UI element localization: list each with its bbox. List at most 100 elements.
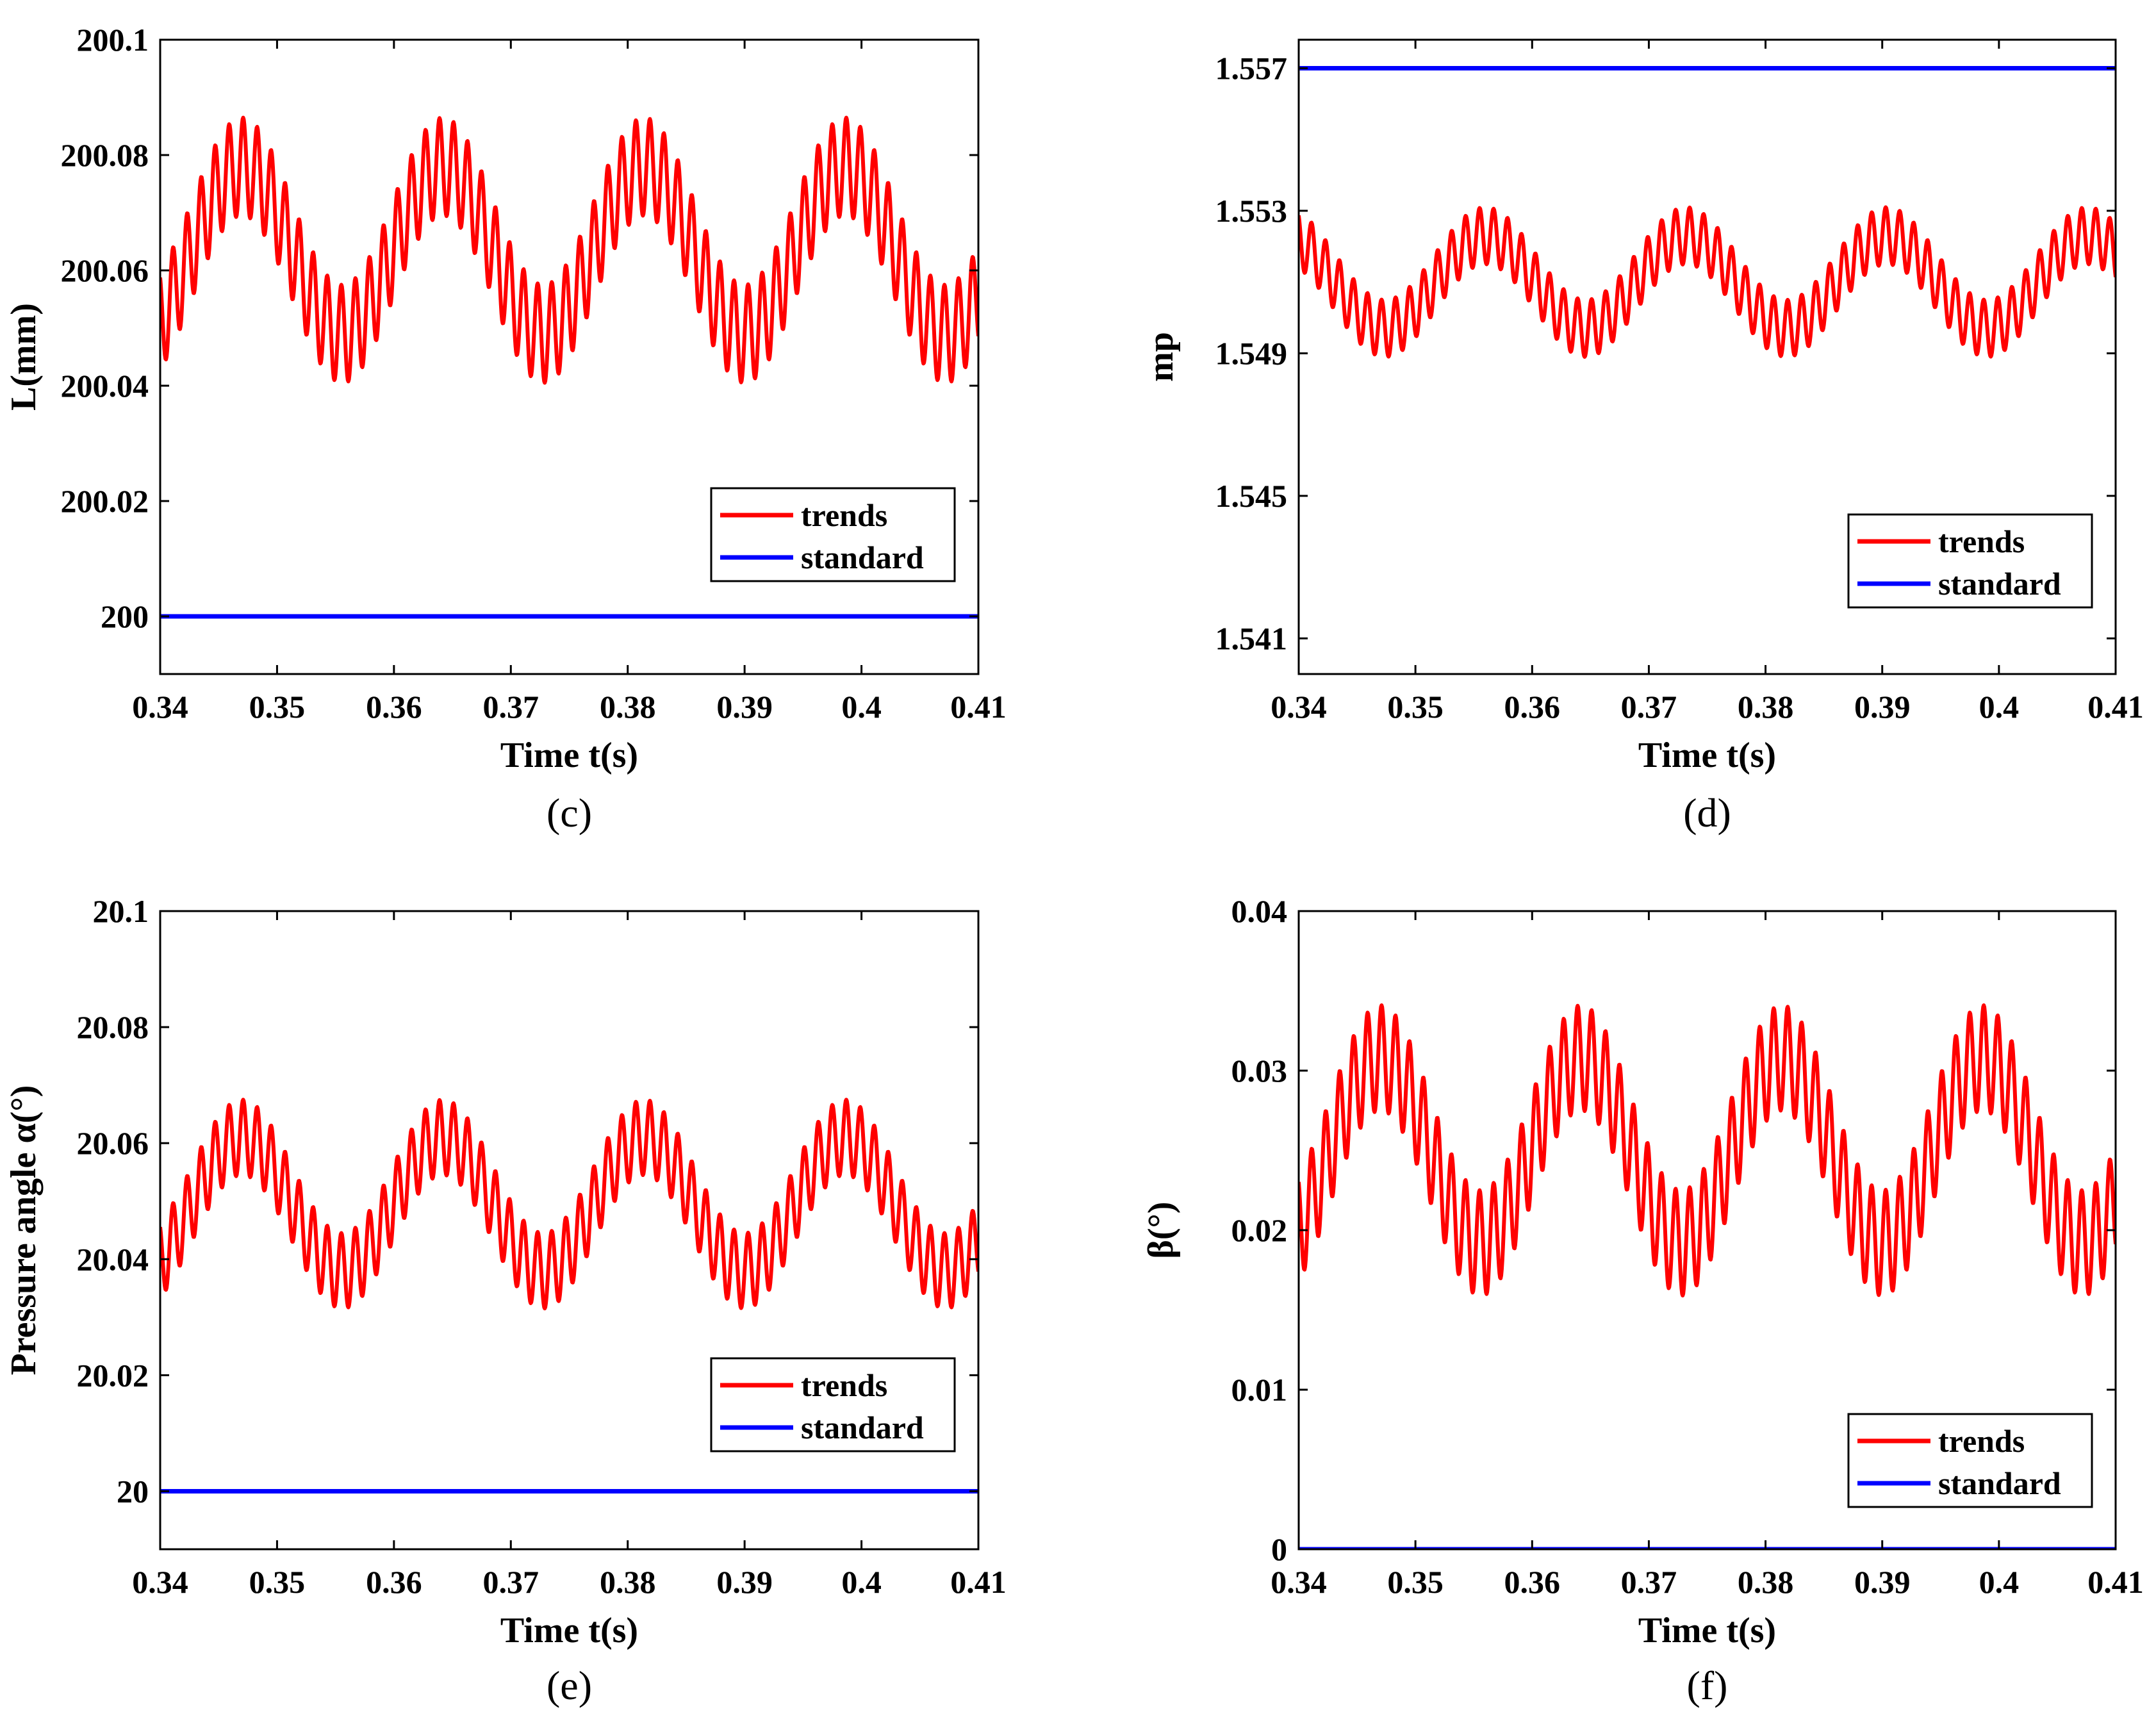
x-tick-label: 0.37 xyxy=(483,1564,539,1600)
y-axis-label: Pressure angle α(°) xyxy=(4,1085,44,1376)
legend-label-trends: trends xyxy=(1938,523,2025,559)
series-group xyxy=(1299,1003,2116,1549)
y-tick-label: 0.02 xyxy=(1231,1212,1288,1248)
y-axis-label: L(mm) xyxy=(4,303,44,411)
x-tick-label: 0.34 xyxy=(132,689,188,725)
legend-label-standard: standard xyxy=(801,1410,924,1445)
legend-label-trends: trends xyxy=(801,497,887,533)
x-tick-label: 0.39 xyxy=(716,1564,773,1600)
x-tick-label: 0.35 xyxy=(249,689,306,725)
x-tick-label: 0.35 xyxy=(1387,1564,1444,1600)
y-tick-label: 200.1 xyxy=(77,22,149,58)
y-tick-label: 20.02 xyxy=(77,1357,149,1393)
series-line-trends xyxy=(160,115,978,385)
y-tick-label: 200.04 xyxy=(61,368,149,404)
x-tick-label: 0.41 xyxy=(950,689,1007,725)
x-tick-label: 0.4 xyxy=(841,689,882,725)
y-tick-label: 1.549 xyxy=(1215,335,1288,371)
y-tick-label: 20.1 xyxy=(93,893,149,929)
x-axis-label: Time t(s) xyxy=(500,1611,638,1650)
legend-label-standard: standard xyxy=(801,539,924,575)
legend-box xyxy=(1847,513,2093,609)
y-tick-label: 1.541 xyxy=(1215,620,1288,656)
x-tick-label: 0.38 xyxy=(1738,689,1794,725)
legend-label-standard: standard xyxy=(1938,1465,2061,1501)
y-tick-label: 200.08 xyxy=(61,137,149,173)
y-tick-label: 20.08 xyxy=(77,1009,149,1045)
series-group xyxy=(160,115,978,619)
x-tick-label: 0.36 xyxy=(1504,1564,1561,1600)
legend-box xyxy=(1847,1413,2093,1508)
x-tick-label: 0.34 xyxy=(132,1564,188,1600)
x-tick-label: 0.4 xyxy=(1979,1564,2020,1600)
x-tick-label: 0.37 xyxy=(1621,689,1677,725)
y-tick-label: 0 xyxy=(1271,1531,1287,1567)
x-tick-label: 0.36 xyxy=(366,689,422,725)
series-line-trends xyxy=(1299,205,2116,359)
panels: 0.34 0.35 0.36 0.37 0.38 0.39 0.4 0.41200200.02… xyxy=(4,22,2144,1708)
x-tick-label: 0.38 xyxy=(600,1564,656,1600)
y-tick-label: 20 xyxy=(117,1473,149,1509)
x-tick-label: 0.39 xyxy=(716,689,773,725)
y-tick-label: 1.545 xyxy=(1215,478,1288,514)
y-tick-label: 20.06 xyxy=(77,1125,149,1161)
axes-box xyxy=(1297,38,2117,675)
axes-box xyxy=(159,910,980,1551)
y-tick-label: 200.06 xyxy=(61,252,149,288)
x-tick-label: 0.34 xyxy=(1271,689,1327,725)
x-tick-label: 0.4 xyxy=(841,1564,882,1600)
x-tick-label: 0.36 xyxy=(366,1564,422,1600)
x-tick-label: 0.39 xyxy=(1854,1564,1911,1600)
x-axis-label: Time t(s) xyxy=(500,736,638,775)
x-tick-label: 0.38 xyxy=(600,689,656,725)
x-tick-label: 0.34 xyxy=(1271,1564,1327,1600)
series-group xyxy=(1299,65,2116,359)
y-tick-label: 0.01 xyxy=(1231,1372,1288,1408)
x-tick-label: 0.4 xyxy=(1979,689,2020,725)
y-axis-label: β(°) xyxy=(1141,1201,1181,1258)
series-line-trends xyxy=(160,1098,978,1311)
x-tick-label: 0.35 xyxy=(249,1564,306,1600)
x-tick-label: 0.36 xyxy=(1504,689,1561,725)
panel-c: 0.34 0.35 0.36 0.37 0.38 0.39 0.4 0.41 200 200.02… xyxy=(4,22,1007,835)
series-line-trends xyxy=(1299,1003,2116,1297)
legend-label-trends: trends xyxy=(1938,1423,2025,1459)
panel-e: 0.34 0.35 0.36 0.37 0.38 0.39 0.4 0.41 20 20.02 20… xyxy=(4,893,1007,1708)
y-tick-label: 200 xyxy=(101,598,149,634)
legend: trends standard xyxy=(1847,1413,2093,1508)
y-tick-label: 1.553 xyxy=(1215,193,1288,229)
legend-box xyxy=(710,1357,956,1452)
legend: trends standard xyxy=(710,1357,956,1452)
legend: trends standard xyxy=(710,487,956,582)
y-tick-label: 20.04 xyxy=(77,1241,149,1277)
x-tick-label: 0.41 xyxy=(2087,1564,2144,1600)
y-tick-label: 0.03 xyxy=(1231,1053,1288,1089)
legend-box xyxy=(710,487,956,582)
legend-label-standard: standard xyxy=(1938,566,2061,602)
x-axis-label: Time t(s) xyxy=(1638,736,1776,775)
legend: trends standard xyxy=(1847,513,2093,609)
x-tick-label: 0.37 xyxy=(1621,1564,1677,1600)
x-tick-label: 0.38 xyxy=(1738,1564,1794,1600)
x-tick-label: 0.41 xyxy=(2087,689,2144,725)
y-tick-label: 200.02 xyxy=(61,483,149,519)
panel-caption: (e) xyxy=(547,1663,592,1708)
y-tick-label: 1.557 xyxy=(1215,50,1288,86)
x-tick-label: 0.39 xyxy=(1854,689,1911,725)
panel-caption: (f) xyxy=(1687,1663,1728,1708)
legend-label-trends: trends xyxy=(801,1367,887,1403)
axes-box xyxy=(159,38,980,675)
y-tick-label: 0.04 xyxy=(1231,893,1288,929)
x-tick-label: 0.41 xyxy=(950,1564,1007,1600)
panel-f: 0.34 0.35 0.36 0.37 0.38 0.39 0.4 0.41 0 0.01 0.02… xyxy=(1141,893,2144,1708)
panel-d: 0.34 0.35 0.36 0.37 0.38 0.39 0.4 0.41 1.541 1.54… xyxy=(1141,38,2144,835)
x-axis-label: Time t(s) xyxy=(1638,1611,1776,1650)
x-tick-label: 0.37 xyxy=(483,689,539,725)
y-axis-label: mp xyxy=(1141,332,1181,382)
x-tick-label: 0.35 xyxy=(1387,689,1444,725)
panel-caption: (c) xyxy=(547,790,592,835)
panel-caption: (d) xyxy=(1683,790,1731,835)
series-group xyxy=(160,1098,978,1493)
